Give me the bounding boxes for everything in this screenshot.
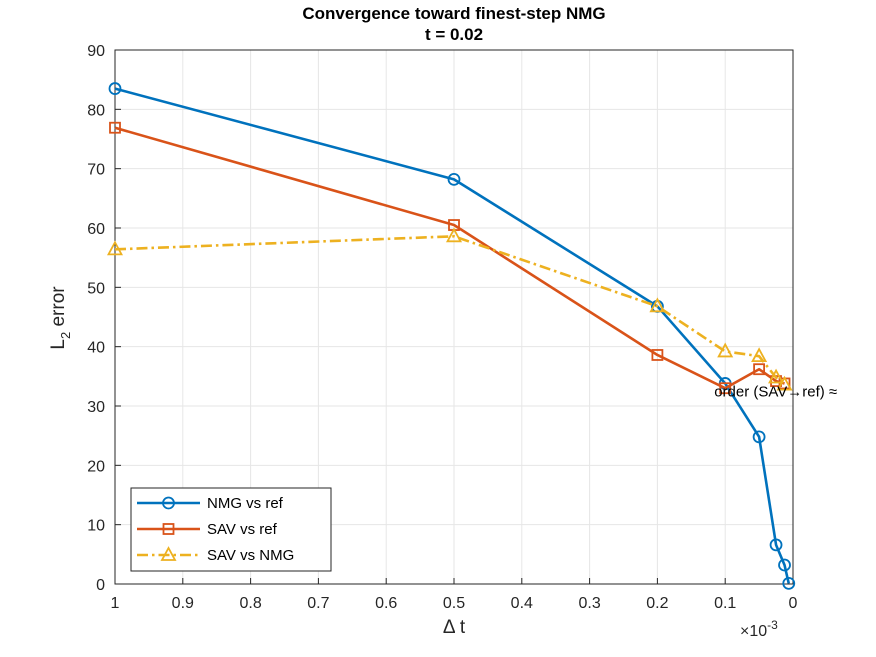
legend: NMG vs ref SAV vs ref SAV vs NMG	[130, 487, 332, 572]
series-sav-vs-nmg	[106, 227, 793, 391]
series-line-sav-vs-ref	[114, 126, 785, 390]
order-annotation: order (SAV→ref) ≈	[714, 384, 837, 401]
x-axis-label: Δ t	[443, 617, 466, 638]
legend-marker-sav-vs-nmg	[160, 546, 177, 561]
x-tick-label: 0.5	[443, 595, 465, 612]
data-point-nmg-vs-ref	[752, 430, 766, 444]
y-tick-label: 80	[87, 102, 105, 119]
data-point-sav-vs-nmg	[106, 240, 124, 256]
y-tick-label: 40	[87, 340, 105, 357]
data-point-sav-vs-ref	[109, 121, 121, 134]
data-point-sav-vs-ref	[651, 349, 664, 361]
y-tick-label: 30	[87, 399, 105, 416]
y-axis-label: L2 error	[48, 286, 73, 350]
data-point-sav-vs-ref	[719, 382, 732, 395]
data-point-nmg-vs-ref	[447, 172, 461, 186]
data-point-nmg-vs-ref	[778, 558, 791, 572]
x-tick-label: 0.4	[511, 595, 533, 612]
series-layer	[106, 82, 796, 590]
y-tick-label: 50	[87, 280, 105, 297]
chart-subtitle: t = 0.02	[425, 25, 483, 44]
data-point-nmg-vs-ref	[769, 538, 783, 552]
x-tick-label: 0	[789, 595, 798, 612]
chart-title: Convergence toward finest-step NMG	[302, 4, 605, 23]
legend-marker-nmg-vs-ref	[162, 496, 175, 510]
series-line-sav-vs-nmg	[114, 235, 786, 386]
legend-label-nmg-vs-ref: NMG vs ref	[207, 495, 284, 512]
series-line-nmg-vs-ref	[114, 87, 791, 584]
legend-label-sav-vs-ref: SAV vs ref	[207, 521, 278, 538]
legend-marker-sav-vs-ref	[162, 523, 175, 535]
data-point-sav-vs-nmg	[751, 347, 768, 363]
x-tick-label: 0.6	[375, 595, 397, 612]
data-point-sav-vs-nmg	[649, 297, 666, 313]
y-tick-label: 20	[87, 458, 105, 475]
y-tick-label: 60	[87, 221, 105, 238]
data-point-sav-vs-nmg	[768, 368, 785, 384]
y-tick-label: 70	[87, 162, 105, 179]
axis-ticks: 1 0.9 0.8 0.7 0.6 0.5 0.4 0.3 0.2 0.1 0 0 10 20 30 40 50…	[87, 43, 797, 612]
x-tick-label: 0.2	[646, 595, 668, 612]
data-point-sav-vs-ref	[753, 363, 765, 376]
x-tick-label: 1	[111, 595, 120, 612]
y-tick-label: 90	[87, 43, 105, 60]
y-tick-label: 10	[87, 518, 105, 535]
y-tick-label: 0	[96, 577, 105, 594]
x-tick-label: 0.3	[578, 595, 600, 612]
data-point-sav-vs-nmg	[776, 375, 793, 391]
x-tick-label: 0.1	[714, 595, 736, 612]
x-tick-label: 0.7	[307, 595, 329, 612]
legend-label-sav-vs-nmg: SAV vs NMG	[207, 547, 294, 564]
data-point-nmg-vs-ref	[782, 577, 796, 590]
x-axis-multiplier: ×10-3	[740, 618, 778, 640]
x-tick-label: 0.8	[239, 595, 261, 612]
data-point-sav-vs-nmg	[445, 227, 463, 243]
data-point-nmg-vs-ref	[108, 82, 122, 95]
data-point-sav-vs-nmg	[717, 342, 734, 358]
x-tick-label: 0.9	[172, 595, 194, 612]
series-nmg-vs-ref	[108, 82, 796, 590]
